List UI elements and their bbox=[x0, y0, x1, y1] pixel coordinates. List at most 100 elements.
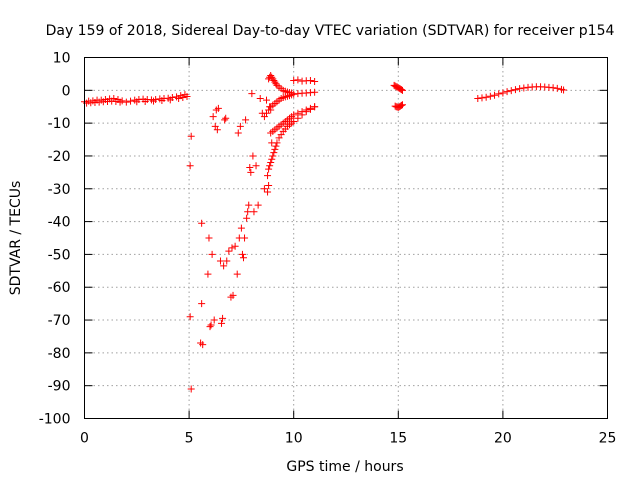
data-point bbox=[241, 234, 249, 242]
data-point bbox=[175, 95, 183, 103]
y-tick-label: -30 bbox=[48, 182, 71, 198]
data-point bbox=[249, 152, 257, 160]
data-point bbox=[503, 88, 511, 96]
data-point bbox=[225, 247, 233, 255]
data-point bbox=[208, 250, 216, 258]
series-segment-early-lower bbox=[83, 93, 191, 107]
data-point bbox=[221, 116, 229, 124]
data-point bbox=[271, 145, 279, 153]
data-point bbox=[270, 149, 278, 157]
data-point bbox=[266, 162, 274, 170]
data-point bbox=[302, 106, 310, 114]
data-point bbox=[166, 96, 174, 104]
data-point bbox=[122, 98, 130, 106]
data-point bbox=[268, 155, 276, 163]
data-point bbox=[267, 159, 275, 167]
data-point bbox=[133, 98, 141, 106]
data-point bbox=[179, 94, 187, 102]
data-point bbox=[516, 85, 524, 93]
data-point bbox=[206, 323, 214, 331]
data-points bbox=[81, 72, 568, 393]
data-point bbox=[298, 108, 306, 116]
x-tick-label: 20 bbox=[494, 431, 512, 447]
data-point bbox=[311, 88, 319, 96]
data-point bbox=[187, 385, 195, 393]
data-point bbox=[306, 76, 314, 84]
data-point bbox=[246, 163, 254, 171]
data-point bbox=[272, 142, 280, 150]
data-point bbox=[306, 104, 314, 112]
series-arc-lower bbox=[264, 103, 319, 180]
data-point bbox=[216, 257, 224, 265]
axis-ticks bbox=[84, 57, 608, 419]
x-tick-label: 0 bbox=[80, 431, 89, 447]
x-tick-label: 15 bbox=[389, 431, 407, 447]
data-point bbox=[482, 93, 490, 101]
y-tick-label: -10 bbox=[48, 116, 71, 132]
data-point bbox=[220, 262, 228, 270]
data-point bbox=[186, 313, 194, 321]
series-arc-middle bbox=[267, 103, 319, 137]
data-point bbox=[263, 96, 271, 104]
data-point bbox=[248, 90, 256, 98]
y-tick-label: 0 bbox=[62, 83, 71, 99]
x-tick-label: 25 bbox=[599, 431, 617, 447]
y-tick-label: -80 bbox=[48, 346, 71, 362]
data-point bbox=[219, 314, 227, 322]
data-point bbox=[294, 109, 302, 117]
data-point bbox=[560, 86, 568, 94]
data-point bbox=[491, 91, 499, 99]
data-point bbox=[520, 84, 528, 92]
data-point bbox=[150, 97, 158, 105]
data-point bbox=[273, 139, 281, 147]
data-point bbox=[218, 319, 226, 327]
data-point bbox=[247, 168, 255, 176]
y-tick-label: -20 bbox=[48, 149, 71, 165]
data-point bbox=[222, 114, 230, 122]
data-point bbox=[242, 116, 250, 124]
x-tick-labels: 0 5 10 15 20 25 bbox=[80, 431, 616, 447]
data-point bbox=[495, 90, 503, 98]
chart-title: Day 159 of 2018, Sidereal Day-to-day VTE… bbox=[46, 23, 615, 39]
data-point bbox=[290, 111, 298, 119]
data-point bbox=[204, 270, 212, 278]
data-point bbox=[116, 98, 124, 106]
data-point bbox=[553, 84, 561, 92]
grid-lines bbox=[84, 57, 608, 419]
data-point bbox=[239, 254, 247, 262]
data-point bbox=[238, 250, 246, 258]
data-point bbox=[311, 103, 319, 111]
data-point bbox=[254, 201, 262, 209]
data-point bbox=[234, 129, 242, 137]
data-point bbox=[288, 89, 296, 97]
data-point bbox=[245, 201, 253, 209]
y-tick-label: -60 bbox=[48, 280, 71, 296]
data-point bbox=[187, 132, 195, 140]
data-point bbox=[264, 188, 272, 196]
data-point bbox=[198, 219, 206, 227]
data-point bbox=[256, 95, 264, 103]
y-tick-label: -100 bbox=[39, 412, 71, 428]
data-point bbox=[112, 97, 120, 105]
x-tick-label: 10 bbox=[285, 431, 303, 447]
y-tick-label: -70 bbox=[48, 313, 71, 329]
y-tick-label: -40 bbox=[48, 215, 71, 231]
data-point bbox=[511, 86, 519, 94]
data-point bbox=[478, 94, 486, 102]
data-point bbox=[265, 181, 273, 189]
data-point bbox=[250, 208, 258, 216]
y-tick-label: -90 bbox=[48, 379, 71, 395]
data-point bbox=[127, 97, 135, 105]
data-point bbox=[186, 162, 194, 170]
data-point bbox=[397, 86, 405, 94]
data-point bbox=[228, 244, 236, 252]
data-point bbox=[265, 165, 273, 173]
data-point bbox=[290, 76, 298, 84]
data-point bbox=[213, 126, 221, 134]
data-point bbox=[474, 95, 482, 103]
y-axis-label: SDTVAR / TECUs bbox=[8, 181, 24, 296]
data-point bbox=[311, 77, 319, 85]
data-point bbox=[499, 89, 507, 97]
data-point bbox=[294, 76, 302, 84]
